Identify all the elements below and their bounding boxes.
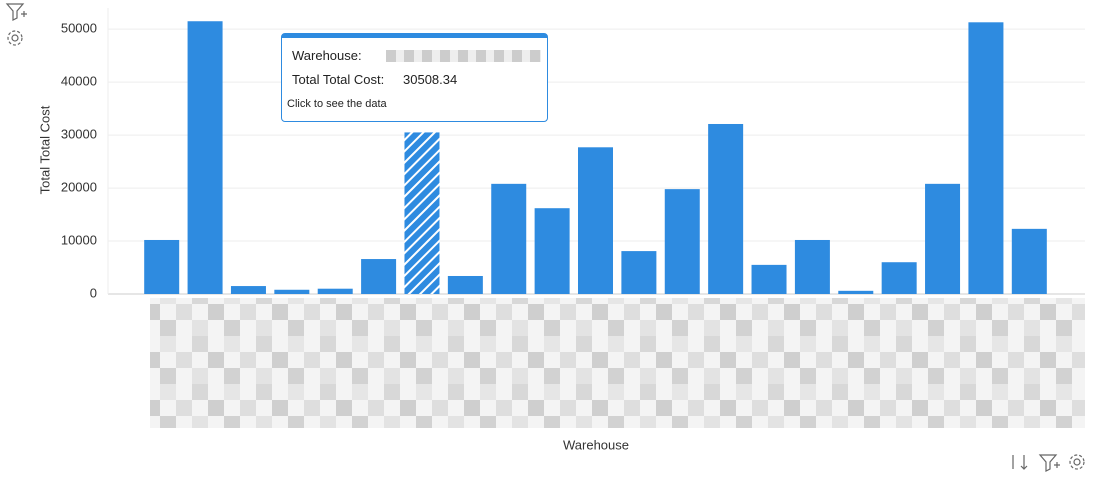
- bar[interactable]: [317, 288, 353, 294]
- blurred-labels: [150, 298, 1085, 428]
- bar[interactable]: [361, 259, 397, 294]
- bar[interactable]: [1011, 228, 1047, 294]
- bar[interactable]: [230, 286, 266, 294]
- bar[interactable]: [578, 147, 613, 294]
- bar[interactable]: [621, 251, 657, 294]
- bar[interactable]: [144, 239, 180, 294]
- bar[interactable]: [664, 189, 700, 294]
- bar[interactable]: [751, 264, 787, 294]
- tooltip[interactable]: Warehouse: Total Total Cost: 30508.34 Cl…: [281, 33, 548, 122]
- y-tick-label: 30000: [61, 127, 97, 142]
- y-tick-label: 50000: [61, 21, 97, 36]
- blurred-value: [386, 50, 541, 62]
- y-tick-label: 20000: [61, 180, 97, 195]
- bar[interactable]: [925, 183, 961, 294]
- toolbar-bottom[interactable]: [1012, 454, 1085, 472]
- tooltip-label: Warehouse:: [292, 48, 362, 63]
- toolbar-top[interactable]: [5, 3, 27, 46]
- x-axis-label: Warehouse: [563, 437, 629, 452]
- bar[interactable]: [491, 183, 527, 294]
- bar[interactable]: [838, 290, 874, 294]
- bar[interactable]: [534, 208, 570, 294]
- bar[interactable]: [404, 132, 440, 294]
- bar[interactable]: [968, 22, 1004, 295]
- bar[interactable]: [794, 239, 830, 294]
- tooltip-note: Click to see the data: [287, 98, 387, 110]
- bar[interactable]: [187, 21, 223, 294]
- y-tick-label: 40000: [61, 74, 97, 89]
- y-tick-label: 0: [90, 285, 97, 300]
- bar[interactable]: [708, 123, 744, 294]
- y-tick-label: 10000: [61, 232, 97, 247]
- bar[interactable]: [274, 289, 310, 294]
- bar[interactable]: [447, 275, 483, 294]
- y-axis-label: Total Total Cost: [37, 105, 52, 194]
- bar[interactable]: [881, 262, 917, 294]
- tooltip-value: 30508.34: [403, 72, 458, 87]
- tooltip-label: Total Total Cost:: [292, 72, 385, 87]
